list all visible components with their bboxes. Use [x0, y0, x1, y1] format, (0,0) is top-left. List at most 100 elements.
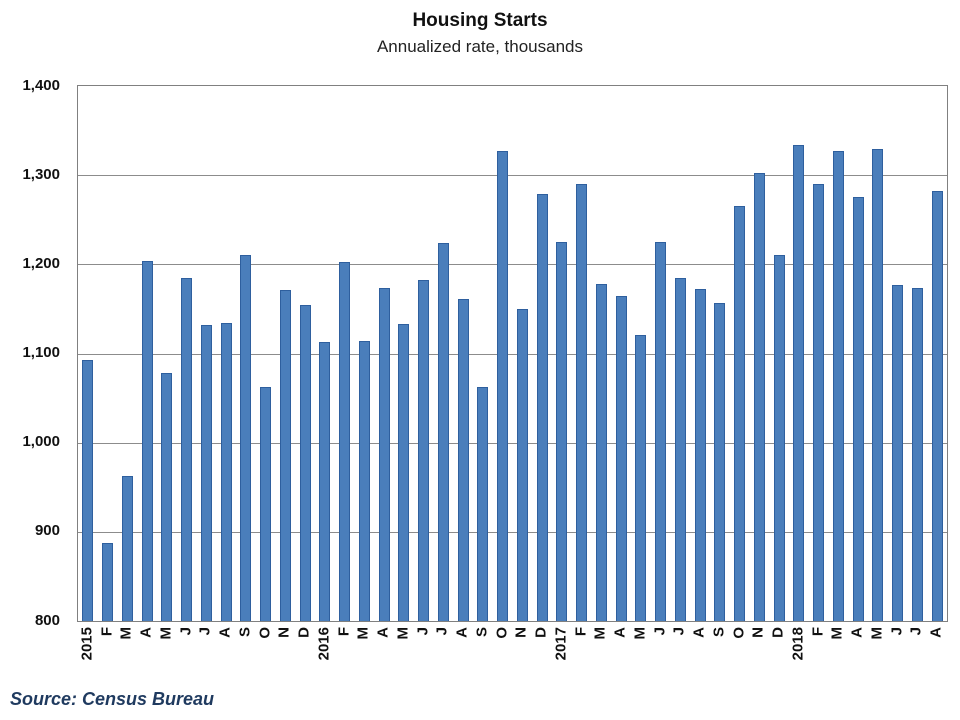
- x-tick-label: D: [769, 627, 787, 638]
- bar-M-38: [832, 151, 844, 621]
- bar-O-9: [260, 387, 272, 621]
- bar-M-14: [358, 341, 370, 621]
- x-tick-label: O: [256, 627, 274, 639]
- x-tick-label: J: [651, 627, 669, 636]
- x-tick-label: D: [532, 627, 550, 638]
- x-tick-label: J: [433, 627, 451, 636]
- x-tick-label: 2015: [78, 627, 96, 661]
- x-tick-label: M: [157, 627, 175, 640]
- bar-F-37: [813, 184, 825, 621]
- bar-A-7: [220, 323, 232, 621]
- x-tick-label: 2017: [552, 627, 570, 661]
- x-tick-label: A: [611, 627, 629, 638]
- x-tick-label: F: [335, 627, 353, 637]
- x-tick-label: S: [710, 627, 728, 638]
- bar-S-8: [240, 254, 252, 621]
- bar-N-34: [753, 172, 765, 621]
- x-tick-label: J: [414, 627, 432, 636]
- bar-O-33: [734, 206, 746, 621]
- bar-J-17: [418, 279, 430, 621]
- bar-M-4: [161, 373, 173, 621]
- x-tick-label: J: [907, 627, 925, 636]
- bar-F-25: [576, 184, 588, 621]
- bar-J-5: [181, 277, 193, 621]
- y-tick-label: 900: [34, 522, 60, 540]
- x-tick-label: A: [374, 627, 392, 638]
- chart-subtitle: Annualized rate, thousands: [376, 37, 584, 56]
- x-tick-label: D: [295, 627, 313, 638]
- x-tick-label: J: [177, 627, 195, 636]
- gridline: [78, 353, 947, 355]
- bar-A-43: [931, 191, 943, 621]
- bar-A-19: [457, 299, 469, 621]
- bar-O-21: [497, 151, 509, 621]
- x-tick-label: M: [868, 627, 886, 640]
- bar-J-6: [200, 325, 212, 621]
- x-tick-label: A: [927, 627, 945, 638]
- x-tick-label: M: [591, 627, 609, 640]
- bar-D-35: [773, 255, 785, 621]
- x-tick-label: M: [631, 627, 649, 640]
- bar-J-18: [437, 242, 449, 621]
- bar-D-11: [299, 304, 311, 621]
- chart-title: Housing Starts: [412, 10, 548, 31]
- gridline: [78, 531, 947, 533]
- bar-2016-12: [319, 341, 331, 621]
- gridline: [78, 264, 947, 266]
- x-tick-label: F: [98, 627, 116, 637]
- bar-F-1: [102, 542, 114, 621]
- y-tick-label: 1,200: [22, 254, 60, 272]
- bar-S-20: [477, 387, 489, 621]
- bar-2017-24: [556, 242, 568, 621]
- x-tick-label: J: [670, 627, 688, 636]
- y-tick-label: 1,400: [22, 76, 60, 94]
- x-tick-label: N: [512, 627, 530, 638]
- plot-area: [77, 85, 948, 622]
- bar-F-13: [339, 261, 351, 621]
- y-tick-label: 1,100: [22, 344, 60, 361]
- x-tick-label: F: [809, 627, 827, 637]
- x-tick-label: O: [730, 627, 748, 639]
- x-tick-label: F: [572, 627, 590, 637]
- x-tick-label: A: [453, 627, 471, 638]
- bar-S-32: [714, 302, 726, 621]
- x-tick-label: N: [275, 627, 293, 638]
- y-tick-label: 800: [34, 611, 60, 629]
- x-tick-label: 2016: [315, 627, 333, 661]
- x-tick-label: A: [848, 627, 866, 638]
- x-tick-label: J: [196, 627, 214, 636]
- x-tick-label: M: [117, 627, 135, 640]
- bar-J-42: [911, 287, 923, 621]
- bar-D-23: [536, 193, 548, 621]
- x-tick-label: 2018: [789, 627, 807, 661]
- bar-N-10: [279, 290, 291, 621]
- bar-M-16: [398, 324, 410, 621]
- bar-2015-0: [82, 359, 94, 621]
- x-tick-label: S: [473, 627, 491, 638]
- bar-M-26: [595, 283, 607, 621]
- bar-M-40: [872, 149, 884, 621]
- gridline: [78, 175, 947, 177]
- bar-A-15: [378, 288, 390, 621]
- x-tick-label: A: [690, 627, 708, 638]
- x-tick-label: A: [137, 627, 155, 638]
- y-tick-label: 1,000: [22, 433, 60, 451]
- x-tick-label: M: [394, 627, 412, 640]
- x-tick-label: M: [828, 627, 846, 640]
- gridline: [78, 442, 947, 444]
- bar-M-2: [121, 475, 133, 621]
- bar-M-28: [635, 334, 647, 621]
- bar-N-22: [516, 308, 528, 621]
- source-note: Source: Census Bureau: [10, 689, 215, 709]
- bar-2018-36: [793, 144, 805, 621]
- x-tick-label: S: [236, 627, 254, 638]
- x-tick-label: N: [749, 627, 767, 638]
- bar-J-29: [655, 242, 667, 621]
- bar-A-3: [141, 260, 153, 621]
- bar-A-31: [694, 289, 706, 621]
- bar-J-41: [892, 284, 904, 621]
- x-tick-label: J: [888, 627, 906, 636]
- x-tick-label: A: [216, 627, 234, 638]
- x-tick-label: M: [354, 627, 372, 640]
